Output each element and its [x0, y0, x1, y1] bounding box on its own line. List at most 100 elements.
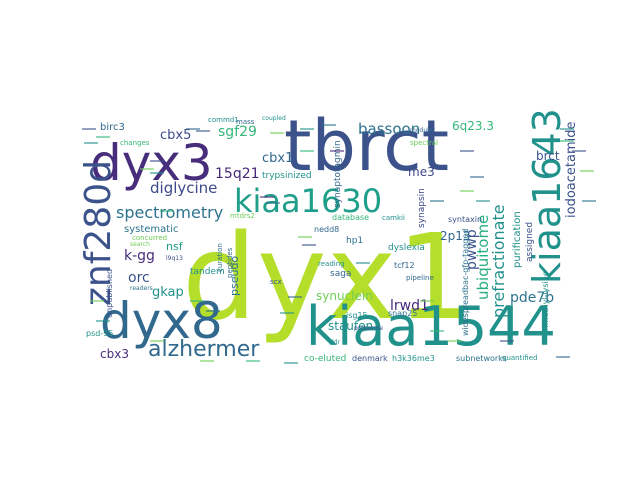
- word-15q21: 15q21: [215, 166, 260, 182]
- word-tcf12: tcf12: [394, 261, 415, 270]
- word-snap25: snap25: [388, 309, 417, 318]
- filler-speck: [190, 300, 204, 302]
- filler-speck: [96, 136, 110, 138]
- filler-speck: [560, 140, 574, 142]
- filler-speck: [196, 130, 210, 132]
- word-reading: reading: [318, 260, 345, 268]
- word-saga: saga: [330, 269, 351, 279]
- word-iodoacetamide: iodoacetamide: [564, 122, 579, 218]
- word-hp1: hp1: [346, 236, 363, 246]
- word-isg15: isg15: [346, 311, 368, 320]
- word-unpublished: unpublished: [105, 269, 114, 318]
- word-birc3: birc3: [100, 122, 125, 133]
- word-syntaxin: syntaxin: [448, 215, 482, 224]
- word-readers: readers: [130, 285, 153, 292]
- word-trimethyl-lysine: trimethyl-lysine: [541, 271, 550, 334]
- word-subnetworks: subnetworks: [456, 354, 507, 363]
- word-brct: brct: [536, 149, 560, 163]
- filler-speck: [430, 200, 444, 202]
- word-l9q13: l9q13: [166, 255, 183, 262]
- filler-speck: [460, 150, 474, 152]
- filler-speck: [280, 312, 294, 314]
- word-6q23.3: 6q23.3: [452, 119, 494, 133]
- word-kiaa1544: kiaa1544: [306, 295, 556, 358]
- filler-speck: [580, 170, 594, 172]
- filler-speck: [476, 200, 490, 202]
- word-dyslexia: dyslexia: [388, 243, 425, 253]
- word-changes: changes: [120, 139, 150, 147]
- word-znf280d: znf280d: [78, 160, 119, 306]
- word-me3: me3: [408, 165, 435, 179]
- word-lrwd1: lrwd1: [390, 298, 429, 314]
- word-dyx1: dyx1: [182, 208, 472, 346]
- filler-speck: [500, 340, 514, 342]
- word-prefractionate: prefractionate: [489, 204, 508, 318]
- word-commd1: commd1: [208, 116, 239, 124]
- filler-speck: [356, 262, 370, 264]
- filler-speck: [150, 340, 164, 342]
- word-synuclein: synuclein: [316, 289, 373, 303]
- word-widespreadbac-gfp-tagged: widespreadbac-gfp-tagged: [461, 229, 470, 336]
- word-concurred: concurred: [132, 234, 167, 242]
- filler-speck: [90, 300, 104, 302]
- filler-speck: [82, 128, 96, 130]
- word-pipeline: pipeline: [406, 274, 434, 282]
- word-2p13: 2p13: [440, 229, 471, 243]
- word-bassoon: bassoon: [358, 120, 420, 138]
- filler-speck: [284, 362, 298, 364]
- word-trypsinized: trypsinized: [262, 171, 312, 181]
- word-h3k36me3: h3k36me3: [392, 354, 435, 363]
- word-spectrometry: spectrometry: [116, 203, 223, 222]
- word-cbx1: cbx1: [262, 151, 293, 166]
- word-tbrct: tbrct: [284, 105, 449, 187]
- word-alzhermer: alzhermer: [148, 337, 260, 362]
- word-orc: orc: [128, 270, 150, 286]
- word-nedd8: nedd8: [314, 225, 339, 234]
- filler-speck: [246, 360, 260, 362]
- word-ddr: ddr: [330, 339, 341, 346]
- word-tandem: tandem: [190, 267, 225, 277]
- filler-speck: [470, 176, 484, 178]
- word-peptides: peptides: [226, 247, 234, 278]
- filler-speck: [556, 356, 570, 358]
- word-staufen: staufen: [328, 319, 373, 333]
- word-pseudo: pseudo: [228, 256, 241, 296]
- word-search: search: [130, 241, 150, 248]
- filler-speck: [200, 360, 214, 362]
- word-co-eluted: co-eluted: [304, 354, 346, 364]
- word-proteome: proteome: [354, 325, 383, 332]
- word-purification: purification: [512, 211, 523, 268]
- word-diglycine: diglycine: [150, 179, 217, 197]
- word-coupled: coupled: [262, 115, 286, 122]
- filler-speck: [300, 128, 314, 130]
- word-denmark: denmark: [352, 354, 388, 363]
- word-modular: modular: [410, 127, 435, 134]
- filler-speck: [582, 200, 596, 202]
- word-assigned: assigned: [525, 222, 535, 262]
- tiny-filler-words: [82, 124, 596, 364]
- word-curation: curation: [216, 243, 224, 272]
- word-nsf: nsf: [166, 240, 184, 253]
- filler-speck: [298, 236, 312, 238]
- filler-speck: [322, 124, 336, 126]
- filler-speck: [160, 210, 174, 212]
- word-kiaa1630: kiaa1630: [234, 182, 382, 220]
- word-psd-95: psd-95: [86, 329, 113, 338]
- filler-speck: [186, 128, 200, 130]
- filler-speck: [150, 172, 164, 174]
- word-systematic: systematic: [124, 224, 178, 235]
- word-cbx3: cbx3: [100, 347, 129, 361]
- word-kiaa1643: kiaa1643: [525, 108, 569, 284]
- word-synapsin: synapsin: [417, 188, 427, 228]
- filler-speck: [572, 150, 586, 152]
- word-database: database: [332, 213, 369, 222]
- word-quantified: quantified: [502, 354, 537, 362]
- word-camkii: camkii: [382, 214, 405, 222]
- filler-speck: [300, 150, 314, 152]
- filler-speck: [302, 244, 316, 246]
- filler-speck: [420, 300, 434, 302]
- filler-speck: [206, 310, 220, 312]
- word-k-gg: k-gg: [124, 248, 155, 264]
- filler-speck: [140, 168, 154, 170]
